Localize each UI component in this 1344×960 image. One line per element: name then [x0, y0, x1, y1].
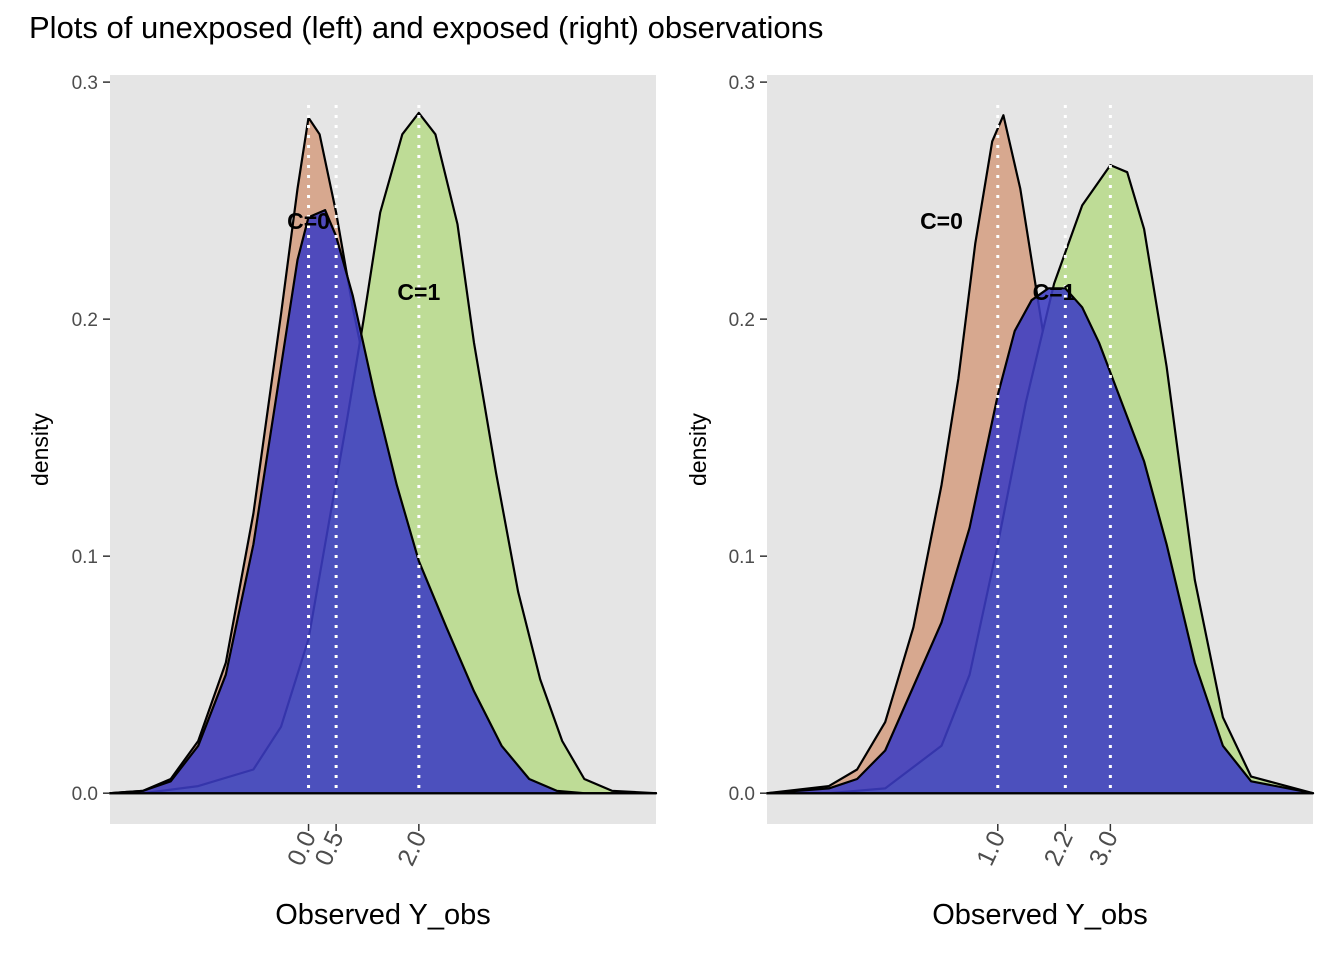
- y-tick-label: 0.3: [72, 73, 98, 94]
- x-tick-label: 1.0: [971, 827, 1011, 870]
- panel-right: C=0 C=1 0.0 0.1 0.2 0.3 1.0 2.2 3.0 Observed Y_ob…: [685, 73, 1315, 931]
- y-tick-label: 0.0: [72, 784, 98, 805]
- annotation-label: C=0: [287, 208, 330, 234]
- y-axis-title: density: [685, 413, 711, 486]
- x-tick-label: 2.2: [1039, 827, 1079, 870]
- y-tick-label: 0.1: [72, 547, 98, 568]
- x-axis-title: Observed Y_obs: [275, 899, 491, 931]
- y-tick-label: 0.1: [729, 547, 755, 568]
- x-axis-title: Observed Y_obs: [932, 899, 1148, 931]
- density-area-blue: [765, 287, 1315, 795]
- x-tick-label: 0.5: [309, 827, 349, 870]
- x-tick-label: 2.0: [392, 827, 432, 870]
- y-tick-label: 0.2: [72, 310, 98, 331]
- y-tick-label: 0.3: [729, 73, 755, 94]
- annotation-label: C=1: [1033, 279, 1076, 305]
- annotation-label: C=0: [920, 208, 963, 234]
- y-tick-label: 0.0: [729, 784, 755, 805]
- figure-title: Plots of unexposed (left) and exposed (r…: [29, 10, 824, 45]
- y-tick-label: 0.2: [729, 310, 755, 331]
- density-area-blue: [108, 209, 658, 795]
- x-tick-label: 3.0: [1084, 827, 1124, 870]
- y-axis-title: density: [27, 413, 53, 486]
- annotation-label: C=1: [397, 279, 440, 305]
